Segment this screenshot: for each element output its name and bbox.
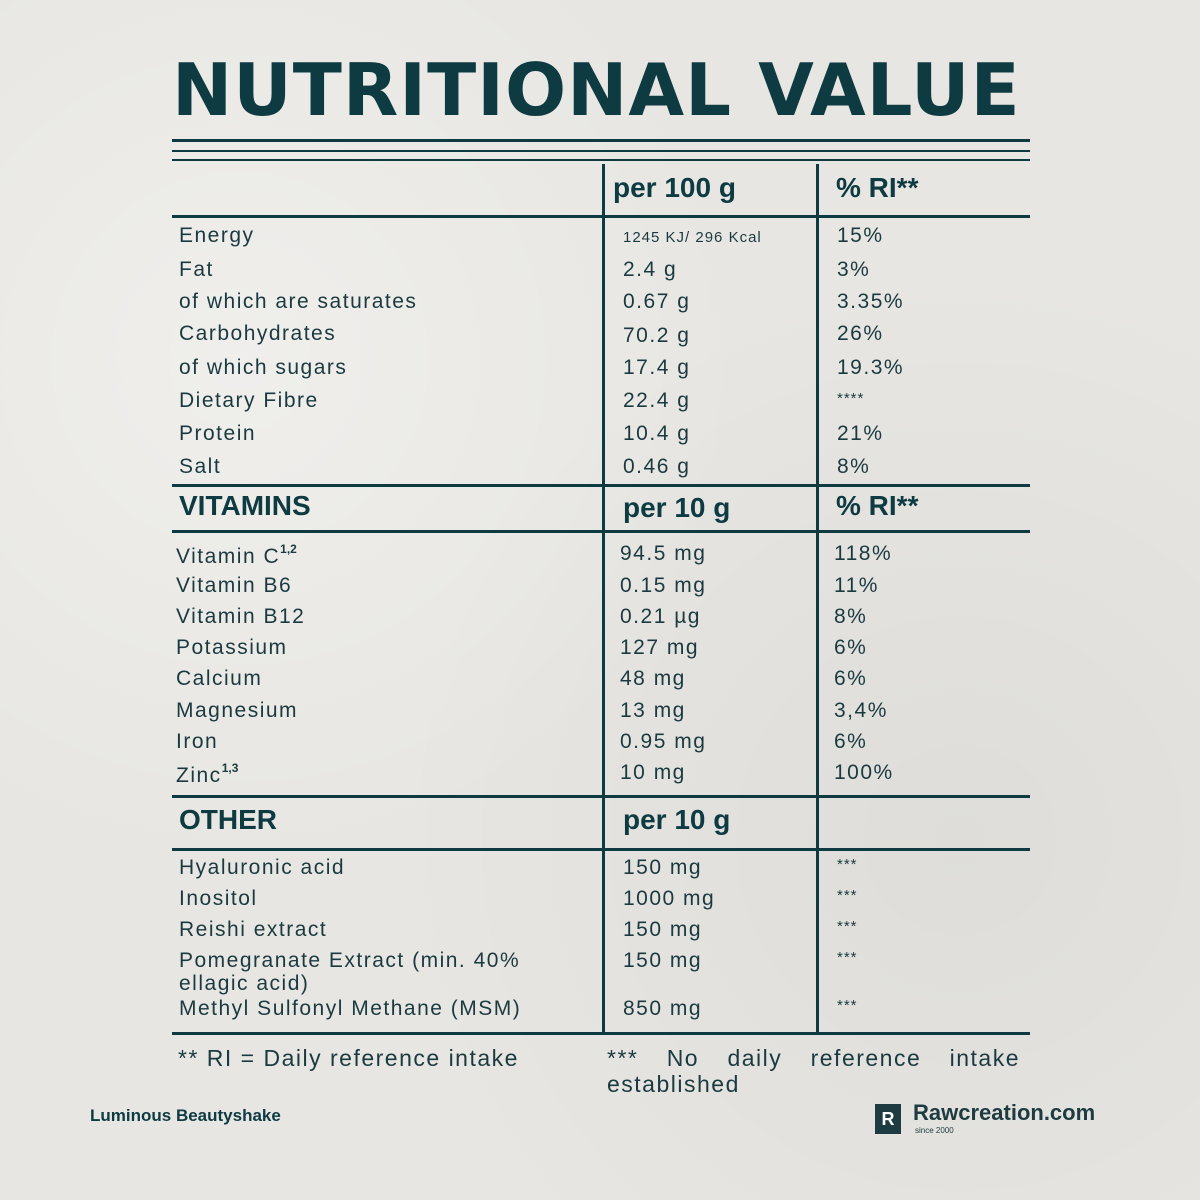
nutrient-value: 0.46 g xyxy=(623,455,691,478)
footnote-sup: 1,3 xyxy=(221,761,239,775)
other-ri: *** xyxy=(837,949,858,966)
other-name: Hyaluronic acid xyxy=(179,856,346,879)
vitamins-ri: % RI** xyxy=(836,490,919,521)
other-name: Methyl Sulfonyl Methane (MSM) xyxy=(179,997,522,1020)
other-per: per 10 g xyxy=(623,804,731,835)
nutrient-value: 2.4 g xyxy=(623,258,678,281)
nutrient-name: Carbohydrates xyxy=(179,322,337,345)
other-name-continued: ellagic acid) xyxy=(179,972,310,995)
other-name: Reishi extract xyxy=(179,918,328,941)
nutrient-ri: 19.3% xyxy=(837,356,905,379)
vitamin-ri: 6% xyxy=(834,667,868,690)
vitamin-value: 127 mg xyxy=(620,636,700,659)
nutrient-ri: 21% xyxy=(837,422,884,445)
page-title: NUTRITIONAL VALUE xyxy=(172,48,1021,132)
other-value: 150 mg xyxy=(623,856,703,879)
column-divider xyxy=(816,164,819,1034)
vitamin-value: 94.5 mg xyxy=(620,542,707,565)
other-ri: *** xyxy=(837,997,858,1014)
nutrient-name: of which are saturates xyxy=(179,290,418,313)
column-header-ri: % RI** xyxy=(836,172,919,203)
nutrient-ri: 26% xyxy=(837,322,884,345)
other-ri: *** xyxy=(837,856,858,873)
vitamin-name: Iron xyxy=(176,730,219,753)
vitamin-ri: 6% xyxy=(834,730,868,753)
nutrient-name: Salt xyxy=(179,455,222,478)
nutrient-name: Fat xyxy=(179,258,214,281)
other-value: 1000 mg xyxy=(623,887,716,910)
vitamin-name: Vitamin B12 xyxy=(176,605,306,628)
vitamin-ri: 3,4% xyxy=(834,699,888,722)
vitamin-name: Calcium xyxy=(176,667,263,690)
nutrient-name: Dietary Fibre xyxy=(179,389,319,412)
column-header-per: per 100 g xyxy=(613,172,736,203)
table-rule xyxy=(172,530,1030,533)
nutrient-value: 22.4 g xyxy=(623,389,691,412)
footnote-sup: 1,2 xyxy=(280,542,297,556)
other-value: 150 mg xyxy=(623,918,703,941)
vitamin-name: Magnesium xyxy=(176,699,299,722)
nutrient-ri: 15% xyxy=(837,224,884,247)
nutrient-name: of which sugars xyxy=(179,356,348,379)
table-rule xyxy=(172,848,1030,851)
nutrient-value: 70.2 g xyxy=(623,324,691,347)
nutrient-name: Energy xyxy=(179,224,255,247)
table-rule xyxy=(172,795,1030,798)
vitamin-name: Zinc1,3 xyxy=(176,761,239,787)
vitamin-name: Potassium xyxy=(176,636,288,659)
vitamin-name: Vitamin C1,2 xyxy=(176,542,297,568)
title-rule-1 xyxy=(172,139,1030,142)
footnote-no-ri: *** No daily reference intake establishe… xyxy=(607,1045,1020,1097)
other-name: Pomegranate Extract (min. 40% xyxy=(179,949,521,972)
nutrient-value: 0.67 g xyxy=(623,290,691,313)
product-name: Luminous Beautyshake xyxy=(90,1106,281,1125)
section-header-other: OTHER xyxy=(179,804,277,835)
nutrient-value: 10.4 g xyxy=(623,422,691,445)
nutrient-value: 17.4 g xyxy=(623,356,691,379)
vitamin-ri: 8% xyxy=(834,605,868,628)
title-rule-2 xyxy=(172,150,1030,152)
brand-name: Rawcreation.com xyxy=(913,1100,1096,1125)
table-rule xyxy=(172,215,1030,218)
vitamin-ri: 11% xyxy=(834,574,879,597)
vitamin-ri: 100% xyxy=(834,761,894,784)
other-ri: *** xyxy=(837,918,858,935)
section-header-vitamins: VITAMINS xyxy=(179,490,311,521)
nutrient-name: Protein xyxy=(179,422,257,445)
column-divider xyxy=(602,164,605,1034)
nutrient-ri: 8% xyxy=(837,455,871,478)
vitamins-per: per 10 g xyxy=(623,492,731,523)
other-ri: *** xyxy=(837,887,858,904)
vitamin-value: 13 mg xyxy=(620,699,686,722)
vitamin-ri: 118% xyxy=(834,542,893,565)
vitamin-value: 48 mg xyxy=(620,667,686,690)
table-rule xyxy=(172,1032,1030,1035)
title-rule-3 xyxy=(172,159,1030,161)
other-name: Inositol xyxy=(179,887,258,910)
footnote-ri: ** RI = Daily reference intake xyxy=(178,1045,519,1071)
other-value: 150 mg xyxy=(623,949,703,972)
nutrient-ri: 3.35% xyxy=(837,290,905,313)
table-rule xyxy=(172,484,1030,487)
brand-tagline: since 2000 xyxy=(915,1126,954,1135)
nutrient-ri: **** xyxy=(837,390,865,407)
brand-logo-icon: R xyxy=(875,1104,901,1134)
vitamin-value: 0.15 mg xyxy=(620,574,707,597)
vitamin-value: 0.95 mg xyxy=(620,730,707,753)
vitamin-value: 10 mg xyxy=(620,761,686,784)
vitamin-name: Vitamin B6 xyxy=(176,574,293,597)
vitamin-ri: 6% xyxy=(834,636,868,659)
nutrient-ri: 3% xyxy=(837,258,871,281)
vitamin-value: 0.21 µg xyxy=(620,605,701,628)
other-value: 850 mg xyxy=(623,997,703,1020)
nutrient-value: 1245 KJ/ 296 Kcal xyxy=(623,229,762,246)
